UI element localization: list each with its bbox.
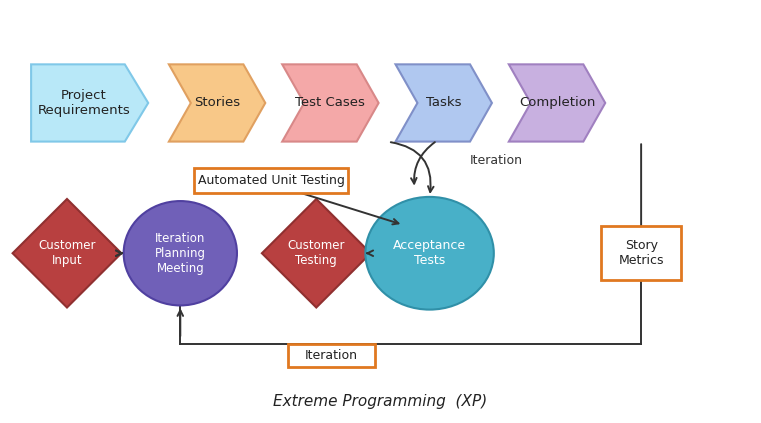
Text: Iteration: Iteration	[305, 349, 358, 362]
Text: Customer
Input: Customer Input	[38, 239, 96, 267]
Text: Test Cases: Test Cases	[295, 96, 365, 110]
Ellipse shape	[365, 197, 494, 310]
Text: Customer
Testing: Customer Testing	[288, 239, 345, 267]
Text: Iteration: Iteration	[470, 154, 523, 167]
Text: Iteration
Planning
Meeting: Iteration Planning Meeting	[154, 232, 205, 275]
Polygon shape	[282, 64, 379, 142]
Text: Tasks: Tasks	[426, 96, 461, 110]
Polygon shape	[169, 64, 266, 142]
Polygon shape	[509, 64, 605, 142]
Ellipse shape	[123, 201, 237, 305]
Text: Project
Requirements: Project Requirements	[37, 89, 130, 117]
Text: Stories: Stories	[194, 96, 240, 110]
Text: Automated Unit Testing: Automated Unit Testing	[198, 174, 345, 187]
Polygon shape	[262, 199, 371, 308]
Text: Completion: Completion	[519, 96, 595, 110]
FancyBboxPatch shape	[288, 344, 375, 367]
Polygon shape	[13, 199, 122, 308]
Text: Story
Metrics: Story Metrics	[619, 239, 664, 267]
Polygon shape	[396, 64, 492, 142]
FancyBboxPatch shape	[193, 168, 349, 193]
Text: Acceptance
Tests: Acceptance Tests	[393, 239, 466, 267]
Polygon shape	[31, 64, 148, 142]
FancyBboxPatch shape	[601, 226, 681, 280]
Text: Extreme Programming  (XP): Extreme Programming (XP)	[273, 394, 488, 409]
